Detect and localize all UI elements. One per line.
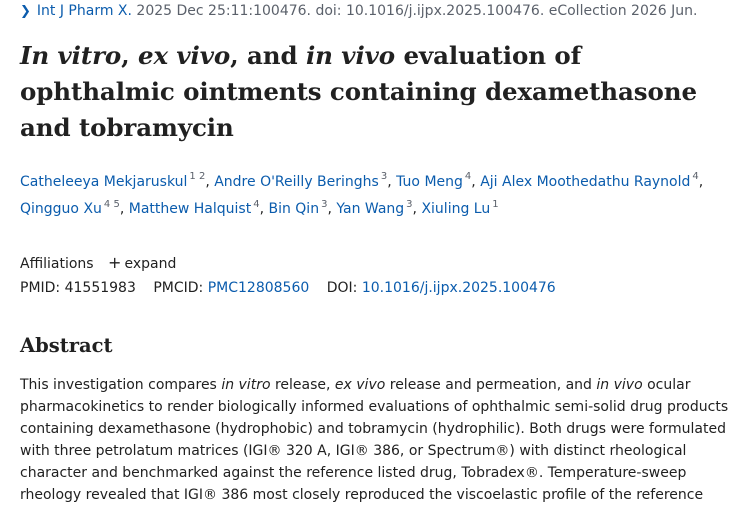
author-affiliation-numbers[interactable]: 3 <box>406 198 413 210</box>
author-list: Catheleeya Mekjaruskul 1 2, Andre O'Reill… <box>20 166 735 221</box>
citation-details: 2025 Dec 25:11:100476. doi: 10.1016/j.ij… <box>131 3 698 19</box>
pmid-label: PMID: <box>20 280 61 296</box>
identifiers-row: PMID: 41551983 PMCID: PMC12808560 DOI: 1… <box>20 280 556 296</box>
article-title: In vitro, ex vivo, and in vivo evaluatio… <box>20 41 697 142</box>
author-name-link[interactable]: Tuo Meng <box>396 173 463 190</box>
author-name-link[interactable]: Andre O'Reilly Beringhs <box>214 173 379 190</box>
plus-icon: + <box>108 253 122 272</box>
author-name-link[interactable]: Aji Alex Moothedathu Raynold <box>480 173 691 190</box>
doi-label: DOI: <box>326 280 358 296</box>
author-name-link[interactable]: Yan Wang <box>336 201 405 218</box>
author-item: Bin Qin 3, <box>268 198 337 218</box>
author-item: Matthew Halquist 4, <box>128 198 269 218</box>
author-item: Tuo Meng 4, <box>396 171 481 190</box>
doi-link[interactable]: 10.1016/j.ijpx.2025.100476 <box>361 280 556 296</box>
author-affiliation-numbers[interactable]: 4 <box>253 198 260 210</box>
chevron-right-icon[interactable]: ❯ <box>20 4 31 19</box>
author-item: Andre O'Reilly Beringhs 3, <box>214 171 397 190</box>
author-name-link[interactable]: Catheleeya Mekjaruskul <box>20 173 188 190</box>
author-affiliation-numbers[interactable]: 3 <box>380 171 388 182</box>
journal-link[interactable]: Int J Pharm X. <box>36 3 132 19</box>
author-item: Catheleeya Mekjaruskul 1 2, <box>20 171 215 190</box>
pmcid-link[interactable]: PMC12808560 <box>207 280 310 296</box>
author-item: Qingguo Xu 4 5, <box>20 198 129 218</box>
author-affiliation-numbers[interactable]: 1 2 <box>189 171 206 182</box>
author-affiliation-numbers[interactable]: 4 <box>692 171 699 182</box>
pmid-value: 41551983 <box>64 280 136 296</box>
affiliations-row: Affiliations + expand <box>20 253 176 272</box>
author-name-link[interactable]: Matthew Halquist <box>128 201 252 218</box>
author-name-link[interactable]: Qingguo Xu <box>20 201 102 218</box>
author-affiliation-numbers[interactable]: 3 <box>321 198 328 210</box>
author-affiliation-numbers[interactable]: 1 <box>492 198 499 210</box>
author-item: Xiuling Lu 1 <box>421 198 499 218</box>
author-affiliation-numbers[interactable]: 4 5 <box>103 198 120 210</box>
pmcid-label: PMCID: <box>153 280 204 296</box>
author-name-link[interactable]: Bin Qin <box>268 201 320 218</box>
author-affiliation-numbers[interactable]: 4 <box>464 171 472 182</box>
abstract-text: This investigation compares in vitro rel… <box>20 377 729 503</box>
author-item: Yan Wang 3, <box>336 198 422 218</box>
author-item: Aji Alex Moothedathu Raynold 4, <box>480 171 704 190</box>
author-name-link[interactable]: Xiuling Lu <box>421 201 491 218</box>
expand-affiliations-button[interactable]: + expand <box>108 253 177 272</box>
abstract-heading: Abstract <box>20 334 113 357</box>
affiliations-label: Affiliations <box>20 256 94 272</box>
citation-line: ❯ Int J Pharm X. 2025 Dec 25:11:100476. d… <box>20 3 697 19</box>
